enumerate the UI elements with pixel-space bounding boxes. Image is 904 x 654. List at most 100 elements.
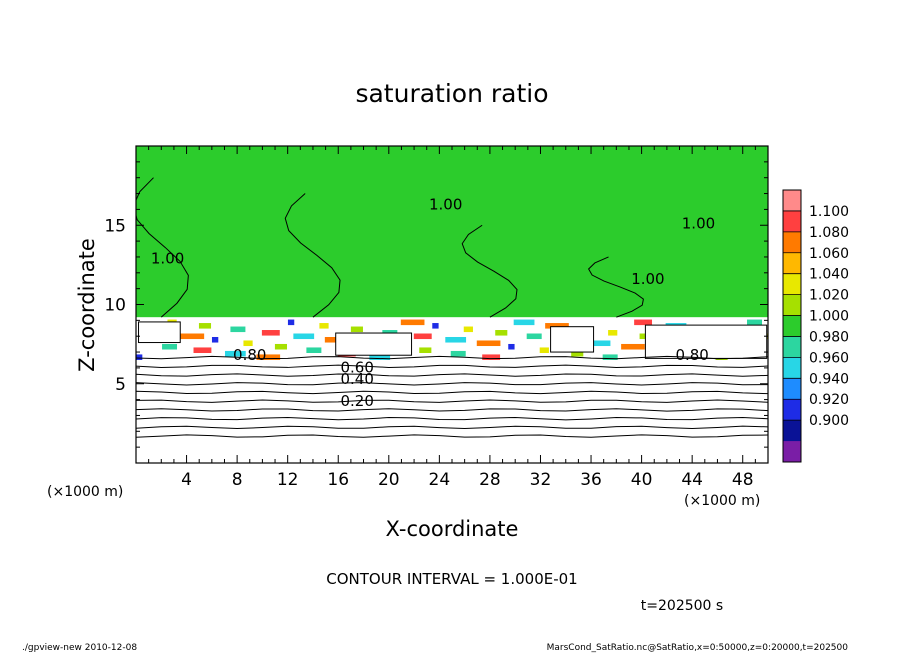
band-cell bbox=[350, 326, 363, 333]
band-cell bbox=[136, 354, 143, 360]
contour-line bbox=[284, 193, 341, 318]
band-cell bbox=[602, 354, 618, 360]
colorbar-swatch bbox=[783, 190, 801, 212]
colorbar-swatch bbox=[783, 294, 801, 317]
colorbar-swatch bbox=[783, 273, 801, 296]
x-tick-label: 40 bbox=[631, 470, 653, 490]
colorbar-label: 0.960 bbox=[809, 350, 849, 366]
saturation-field: 1.00 1.00 1.00 1.00 0.80 0.80 0.600.40 0.20 bbox=[136, 146, 768, 438]
band-cell bbox=[571, 350, 584, 357]
x-axis-ticks: 4 8 12 16 20 24 28 32 36 40 44 48 bbox=[148, 146, 756, 490]
band-cell bbox=[445, 336, 467, 343]
contour-label: 1.00 bbox=[631, 270, 664, 288]
x-tick-label: 20 bbox=[378, 470, 400, 490]
contour-label: 1.00 bbox=[682, 214, 715, 232]
colorbar: 1.100 1.080 1.060 1.040 1.020 1.000 0.980 0.960… bbox=[782, 189, 849, 463]
contour-line bbox=[461, 224, 518, 318]
band-cell bbox=[230, 326, 246, 333]
time-stamp: t=202500 s bbox=[641, 598, 723, 614]
band-cell bbox=[224, 350, 246, 357]
contour-line bbox=[136, 382, 768, 386]
band-cell bbox=[211, 336, 219, 343]
colorbar-label: 1.000 bbox=[809, 309, 849, 325]
colorbar-swatch bbox=[783, 336, 801, 358]
contour-label: 0.40 bbox=[340, 370, 373, 388]
colorbar-frame bbox=[782, 189, 802, 463]
band-cell bbox=[287, 319, 295, 326]
x-tick-label: 28 bbox=[479, 470, 501, 490]
colorbar-label: 1.100 bbox=[809, 204, 849, 220]
band-cell bbox=[400, 319, 425, 326]
contour-line bbox=[136, 425, 768, 430]
cloud-region bbox=[335, 332, 413, 356]
colorbar-label: 0.920 bbox=[809, 392, 849, 408]
contour-label: 1.00 bbox=[151, 249, 184, 267]
x-tick-label: 16 bbox=[327, 470, 349, 490]
band-cell bbox=[608, 330, 618, 336]
colorbar-swatch bbox=[783, 315, 801, 337]
band-cell bbox=[513, 319, 535, 326]
band-cell bbox=[180, 333, 205, 340]
contour-label: 0.20 bbox=[340, 392, 373, 410]
x-tick-label: 36 bbox=[580, 470, 602, 490]
band-cell bbox=[463, 326, 473, 333]
y-tick-label: 15 bbox=[104, 216, 126, 236]
colorbar-label: 1.040 bbox=[809, 267, 849, 283]
x-tick-label: 48 bbox=[732, 470, 754, 490]
colorbar-label: 1.020 bbox=[809, 288, 849, 304]
footer-program: ./gpview-new 2010-12-08 bbox=[22, 643, 137, 653]
y-axis-title: Z-coordinate bbox=[75, 238, 99, 372]
band-cell bbox=[193, 347, 212, 354]
x-tick-label: 8 bbox=[232, 470, 243, 490]
colorbar-swatch bbox=[783, 441, 801, 463]
colorbar-swatch bbox=[783, 252, 801, 275]
band-cell bbox=[432, 323, 439, 329]
band-cell bbox=[634, 319, 653, 326]
band-cell bbox=[495, 330, 508, 336]
contour-line bbox=[136, 177, 189, 318]
contour-line bbox=[136, 373, 768, 377]
x-tick-label: 44 bbox=[681, 470, 703, 490]
cloud-region bbox=[138, 321, 181, 344]
contour-line bbox=[587, 256, 644, 318]
y-tick-label: 10 bbox=[104, 296, 126, 316]
colorbar-label: 1.080 bbox=[809, 225, 849, 241]
saturated-region bbox=[136, 146, 768, 318]
contour-label: 0.80 bbox=[233, 346, 266, 364]
chart-title: saturation ratio bbox=[355, 79, 548, 108]
contour-label: 1.00 bbox=[429, 195, 462, 213]
colorbar-swatch bbox=[783, 231, 801, 254]
contour-line bbox=[136, 399, 768, 403]
band-cell bbox=[476, 340, 501, 347]
band-cell bbox=[261, 330, 280, 336]
contour-label: 0.80 bbox=[675, 346, 708, 364]
contour-line bbox=[136, 416, 768, 421]
contour-interval-note: CONTOUR INTERVAL = 1.000E-01 bbox=[326, 570, 577, 588]
y-tick-label: 5 bbox=[115, 375, 126, 395]
band-cell bbox=[482, 354, 501, 360]
y-axis-unit: (×1000 m) bbox=[47, 484, 123, 500]
band-cell bbox=[162, 343, 178, 350]
band-cell bbox=[526, 333, 542, 340]
contour-line bbox=[136, 434, 768, 438]
band-cell bbox=[419, 347, 432, 354]
contour-line bbox=[136, 390, 768, 395]
contour-label: 0.60 bbox=[340, 359, 373, 377]
colorbar-swatch bbox=[783, 210, 801, 233]
band-cell bbox=[508, 343, 515, 350]
band-cell bbox=[319, 323, 329, 329]
band-cell bbox=[306, 347, 322, 354]
x-tick-label: 4 bbox=[181, 470, 192, 490]
contour-line bbox=[136, 364, 768, 368]
colorbar-label: 1.060 bbox=[809, 246, 849, 262]
colorbar-swatch bbox=[783, 420, 801, 442]
x-axis-unit: (×1000 m) bbox=[684, 493, 760, 509]
colorbar-label: 0.900 bbox=[809, 413, 849, 429]
colorbar-label: 0.980 bbox=[809, 329, 849, 345]
band-cell bbox=[256, 354, 281, 360]
band-cell bbox=[369, 354, 391, 360]
x-axis-title: X-coordinate bbox=[386, 517, 519, 541]
band-cell bbox=[274, 343, 288, 350]
colorbar-label: 0.940 bbox=[809, 371, 849, 387]
band-cell bbox=[589, 340, 611, 347]
